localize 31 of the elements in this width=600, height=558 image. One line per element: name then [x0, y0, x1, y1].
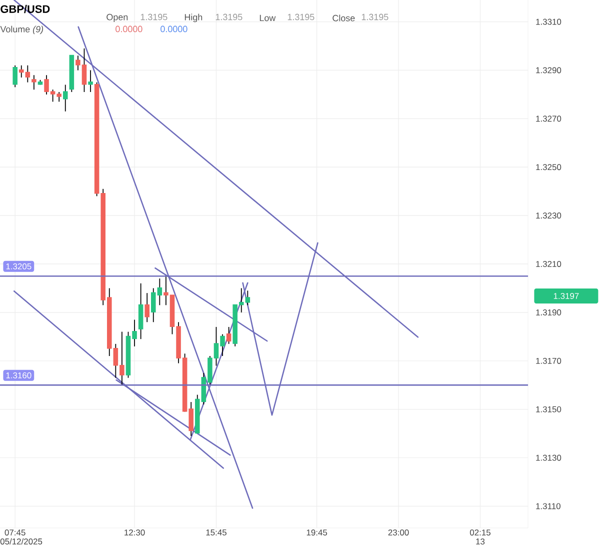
y-tick-label: 1.3250 [536, 164, 562, 170]
x-tick-label: 19:45 [306, 530, 328, 536]
y-tick-label: 1.3270 [536, 116, 562, 122]
y-tick-label: 1.3290 [536, 67, 562, 74]
annotation: High [184, 14, 202, 22]
text: 1.3197 [554, 292, 579, 299]
annotation: 1.3195 [362, 14, 388, 20]
y-tick-label: 1.3130 [536, 454, 562, 461]
annotation: 1.3195 [216, 14, 242, 20]
x-tick-label: 12:30 [124, 530, 145, 536]
y-tick-label: 1.3110 [536, 503, 560, 510]
x-tick-label: 07:45 05/12/2025 [0, 530, 42, 544]
x-tick-label: 02:15 13 [470, 530, 490, 544]
annotation: 1.3195 [288, 14, 314, 20]
ref-line-label: 1.3160 [6, 372, 32, 378]
y-tick-label: 1.3170 [536, 358, 562, 364]
x-tick-label: 15:45 [206, 530, 226, 536]
annotation: 0.0000 [116, 26, 142, 32]
annotation: Open [106, 14, 128, 22]
y-tick-label: 1.3230 [536, 212, 562, 219]
x-tick-label: 23:00 [388, 530, 409, 536]
annotation: Low [260, 14, 276, 22]
annotation: 0.0000 [160, 26, 188, 32]
y-tick-label: 1.3190 [536, 309, 562, 316]
annotation: Close [332, 14, 355, 22]
y-tick-label: 1.3210 [536, 260, 562, 267]
ref-line-label: 1.3205 [6, 263, 32, 270]
y-tick-label: 1.3310 [536, 18, 562, 25]
annotation: Volume (9) [0, 26, 44, 34]
y-tick-label: 1.3150 [536, 406, 562, 412]
annotation: 1.3195 [140, 14, 168, 20]
